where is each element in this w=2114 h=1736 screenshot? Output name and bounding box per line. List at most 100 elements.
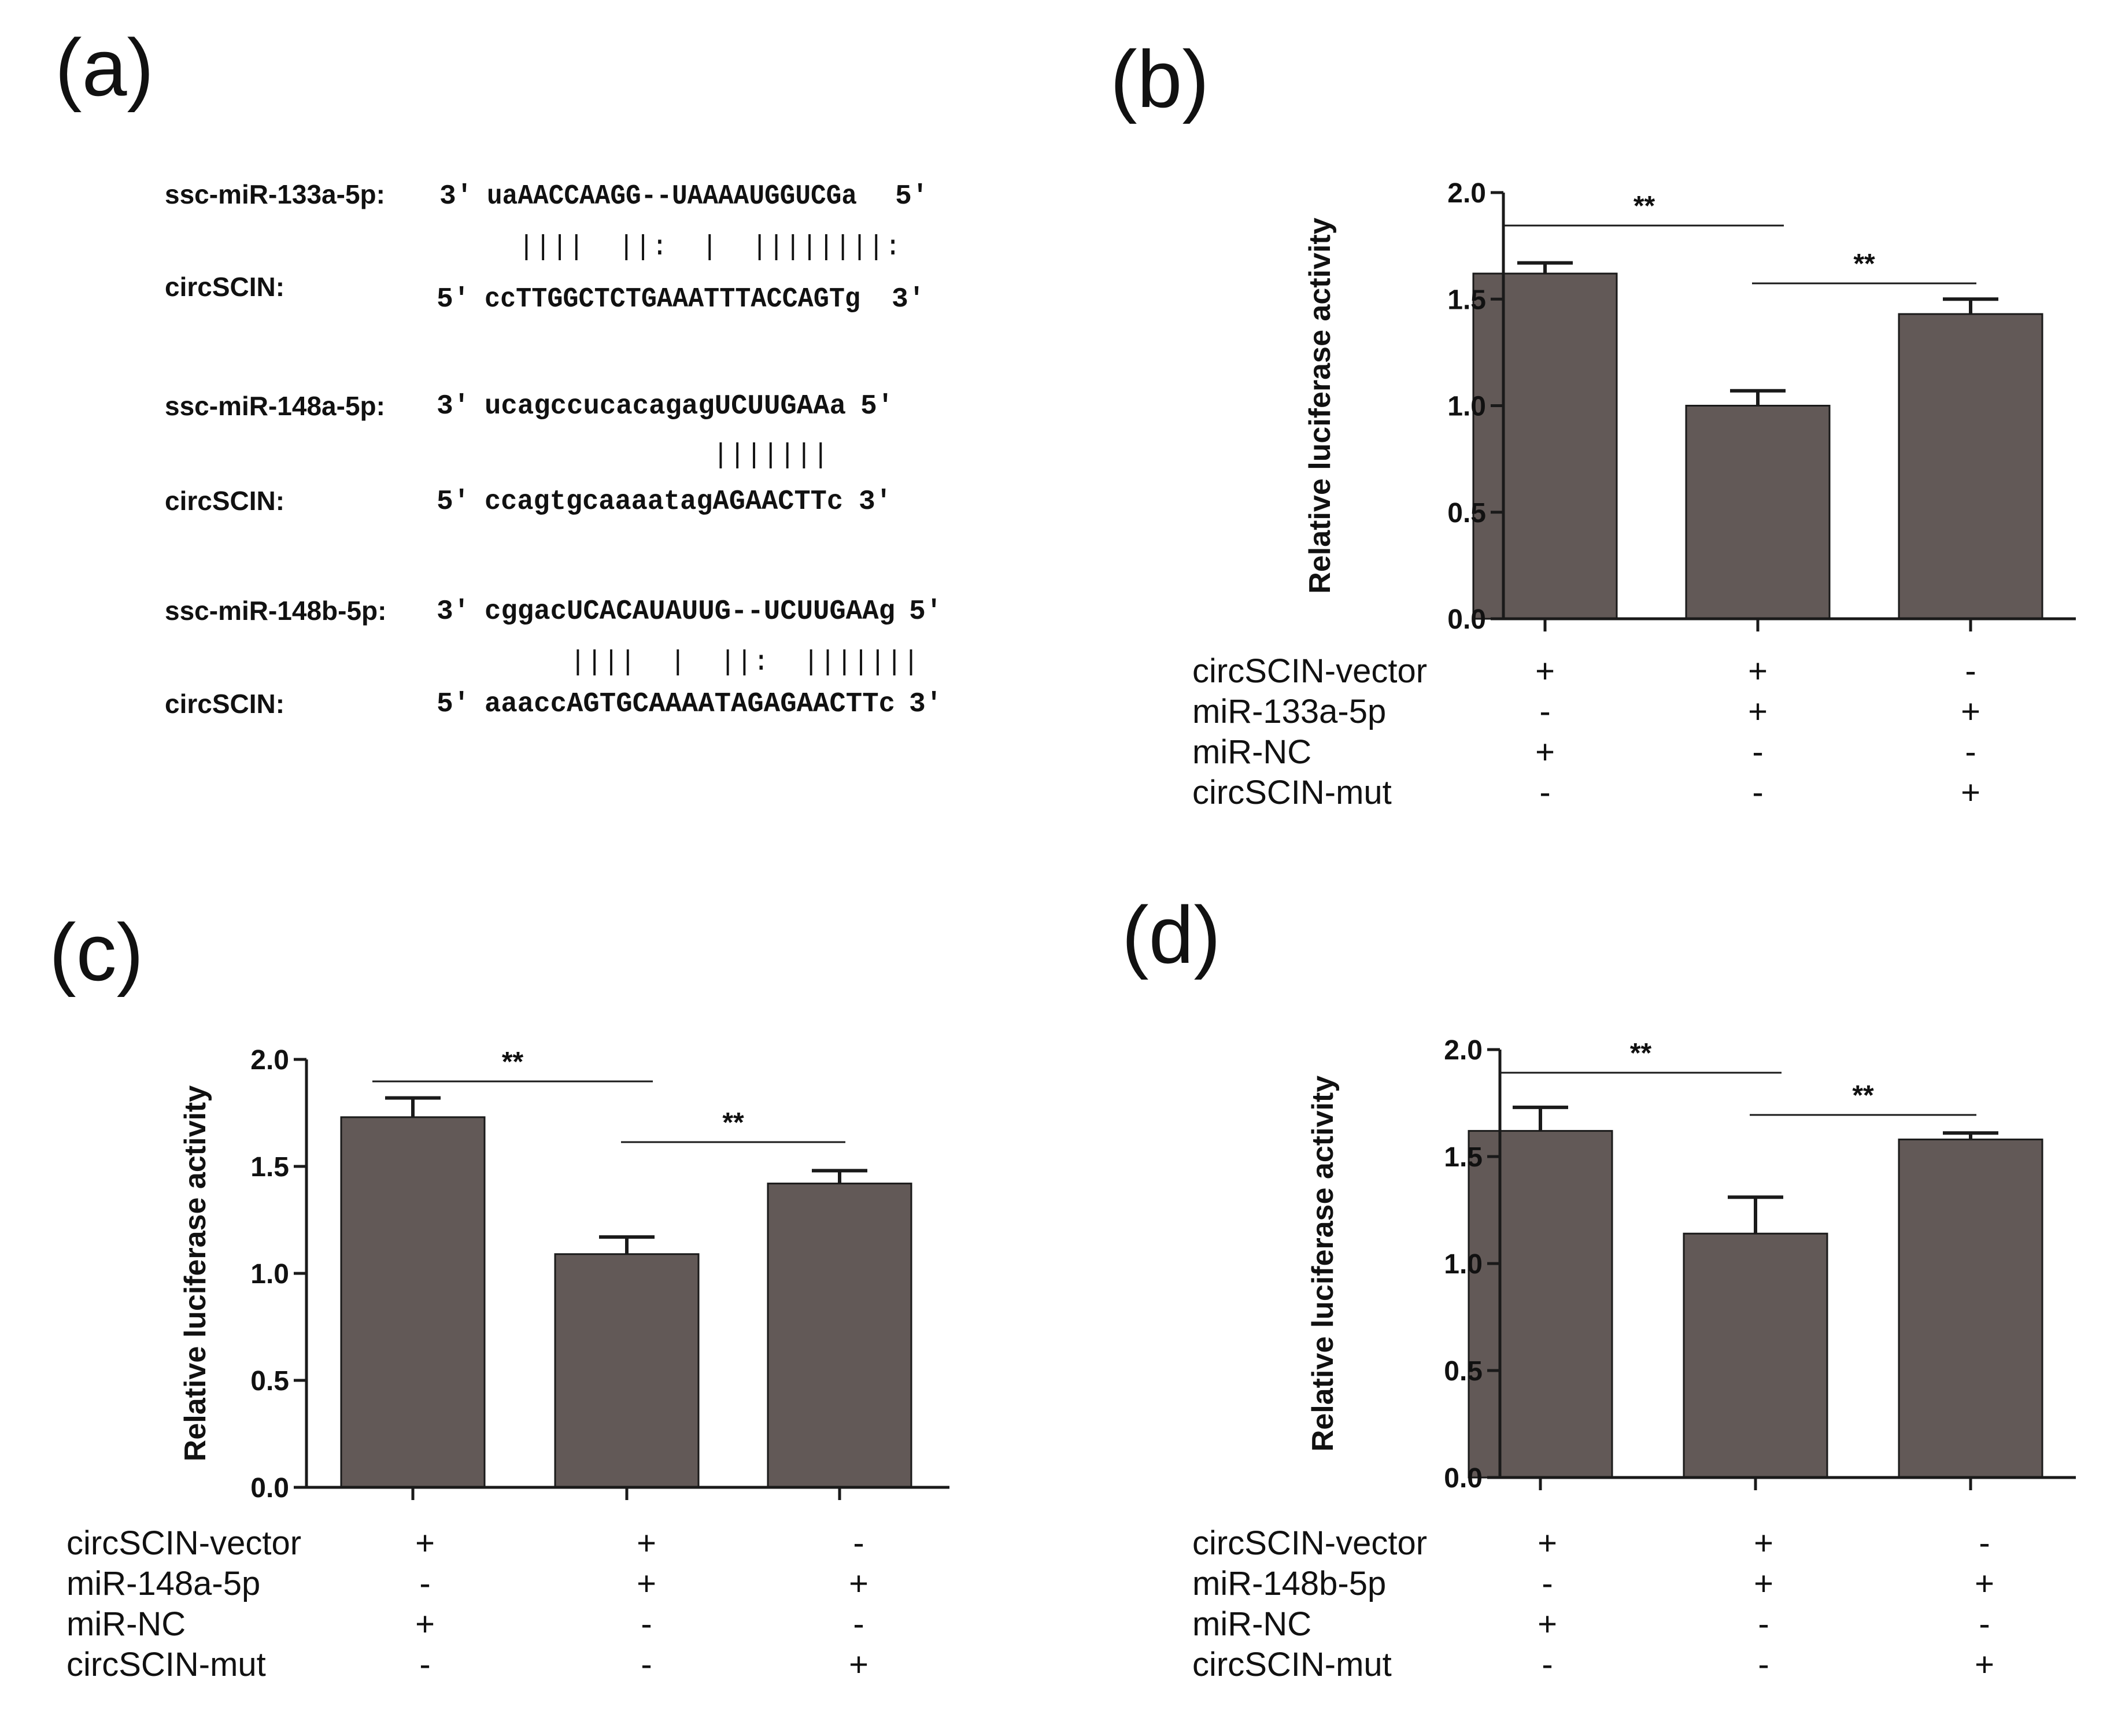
bar bbox=[1898, 313, 2043, 620]
condition-mark: + bbox=[849, 1565, 868, 1602]
significance-label: ** bbox=[1852, 1080, 1874, 1111]
condition-mark: + bbox=[1538, 1524, 1557, 1562]
condition-mark: - bbox=[1752, 733, 1763, 771]
y-tick-label: 1.5 bbox=[1447, 285, 1486, 315]
condition-mark: + bbox=[1975, 1646, 1994, 1683]
y-tick-label: 0.5 bbox=[1444, 1356, 1483, 1387]
target-suffix: 3′ bbox=[909, 689, 943, 720]
target-name: circSCIN: bbox=[165, 689, 284, 719]
target-prefix: 5′ bbox=[437, 486, 470, 518]
condition-mark: + bbox=[1961, 774, 1980, 811]
alignment-3: ssc-miR-148b-5p: 3′ cggacUCACAUAUUG--UCU… bbox=[165, 596, 943, 720]
condition-mark: + bbox=[637, 1524, 656, 1562]
condition-label: miR-NC bbox=[1192, 733, 1311, 771]
condition-mark: + bbox=[1754, 1565, 1773, 1602]
condition-mark: + bbox=[1535, 652, 1555, 690]
chart-panel-b: 0.0 0.5 1.0 1.5 2.0 Relative luciferase activ… bbox=[1192, 178, 2076, 811]
mirna-name: ssc-miR-148a-5p: bbox=[165, 391, 385, 421]
mirna-sequence: cggacUCACAUAUUG--UCUUGAAg bbox=[485, 596, 895, 627]
condition-mark: + bbox=[415, 1605, 435, 1643]
target-sequence: ccagtgcaaaatagAGAACTTc bbox=[485, 486, 843, 518]
mirna-sequence: uaAACCAAGG--UAAAAUGGUCGa bbox=[487, 181, 857, 212]
significance-label: ** bbox=[502, 1047, 524, 1077]
condition-mark: - bbox=[1979, 1605, 1990, 1643]
pairing-lines: |||| | ||: ||||||| bbox=[570, 647, 919, 678]
significance-label: ** bbox=[722, 1107, 744, 1138]
significance-label: ** bbox=[1633, 191, 1655, 221]
y-tick-label: 0.0 bbox=[1444, 1463, 1483, 1494]
condition-label: miR-NC bbox=[1192, 1605, 1311, 1643]
panel-label-a: (a) bbox=[55, 22, 154, 113]
mirna-name: ssc-miR-133a-5p: bbox=[165, 179, 385, 209]
target-sequence: ccTTGGCTCTGAAATTTACCAGTg bbox=[485, 284, 860, 315]
condition-mark: - bbox=[641, 1646, 652, 1683]
target-sequence: aaaccAGTGCAAAATAGAGAACTTc bbox=[485, 689, 895, 720]
condition-mark: + bbox=[1748, 652, 1768, 690]
condition-mark: - bbox=[1758, 1605, 1769, 1643]
panel-label-c: (c) bbox=[49, 907, 143, 998]
y-axis-label: Relative luciferase activity bbox=[179, 1085, 212, 1461]
condition-mark: - bbox=[853, 1605, 864, 1643]
y-axis-label: Relative luciferase activity bbox=[1306, 1076, 1340, 1451]
mirna-prefix: 3′ bbox=[437, 391, 470, 422]
condition-mark: + bbox=[415, 1524, 435, 1562]
mirna-name: ssc-miR-148b-5p: bbox=[165, 596, 386, 626]
y-axis-label: Relative luciferase activity bbox=[1303, 217, 1337, 593]
condition-label: miR-148a-5p bbox=[66, 1565, 260, 1602]
y-tick-label: 2.0 bbox=[1447, 178, 1486, 209]
y-tick-label: 1.0 bbox=[1444, 1249, 1483, 1280]
condition-mark: + bbox=[1754, 1524, 1773, 1562]
mirna-suffix: 5′ bbox=[895, 181, 929, 212]
target-suffix: 3′ bbox=[892, 284, 925, 315]
bar bbox=[767, 1183, 912, 1488]
bar bbox=[1898, 1138, 2043, 1479]
condition-mark: + bbox=[1975, 1565, 1994, 1602]
condition-mark: - bbox=[1965, 733, 1976, 771]
bar bbox=[1472, 272, 1618, 620]
y-tick-label: 2.0 bbox=[250, 1045, 289, 1076]
condition-label: miR-148b-5p bbox=[1192, 1565, 1386, 1602]
mirna-suffix: 5′ bbox=[909, 596, 943, 627]
y-tick-label: 0.5 bbox=[1447, 498, 1486, 529]
condition-mark: - bbox=[1758, 1646, 1769, 1683]
condition-mark: - bbox=[1542, 1565, 1553, 1602]
y-tick-label: 0.5 bbox=[250, 1366, 289, 1397]
condition-label: circSCIN-mut bbox=[1192, 774, 1392, 811]
significance-label: ** bbox=[1853, 249, 1875, 279]
condition-mark: + bbox=[1535, 733, 1555, 771]
target-name: circSCIN: bbox=[165, 486, 284, 516]
condition-mark: - bbox=[1539, 774, 1550, 811]
condition-mark: - bbox=[641, 1605, 652, 1643]
condition-label: circSCIN-mut bbox=[1192, 1646, 1392, 1683]
y-tick-label: 1.5 bbox=[250, 1152, 289, 1183]
y-tick-label: 2.0 bbox=[1444, 1035, 1483, 1066]
condition-mark: - bbox=[1539, 693, 1550, 730]
condition-mark: - bbox=[1542, 1646, 1553, 1683]
y-tick-label: 1.0 bbox=[250, 1259, 289, 1290]
bar bbox=[340, 1116, 486, 1488]
mirna-prefix: 3′ bbox=[439, 181, 473, 212]
significance-label: ** bbox=[1630, 1038, 1652, 1069]
condition-mark: + bbox=[637, 1565, 656, 1602]
y-tick-label: 0.0 bbox=[1447, 604, 1486, 635]
panel-label-b: (b) bbox=[1110, 34, 1209, 124]
condition-mark: - bbox=[419, 1565, 430, 1602]
y-tick-label: 0.0 bbox=[250, 1473, 289, 1504]
condition-label: circSCIN-vector bbox=[66, 1524, 301, 1562]
alignment-panel: ssc-miR-133a-5p: 3′ uaAACCAAGG--UAAAAUGG… bbox=[165, 179, 943, 720]
y-tick-label: 1.0 bbox=[1447, 391, 1486, 422]
pairing-lines: ||||||| bbox=[712, 440, 829, 471]
chart-panel-c: 0.0 0.5 1.0 1.5 2.0 Relative luciferase activ… bbox=[66, 1045, 949, 1683]
pairing-lines: |||| ||: | ||||||||: bbox=[518, 232, 901, 263]
condition-mark: - bbox=[419, 1646, 430, 1683]
mirna-sequence: ucagccucacagagUCUUGAAa bbox=[485, 391, 846, 422]
panel-label-d: (d) bbox=[1122, 889, 1221, 980]
target-prefix: 5′ bbox=[437, 689, 470, 720]
condition-label: miR-NC bbox=[66, 1605, 186, 1643]
target-prefix: 5′ bbox=[437, 284, 470, 315]
alignment-1: ssc-miR-133a-5p: 3′ uaAACCAAGG--UAAAAUGG… bbox=[165, 179, 929, 315]
condition-mark: + bbox=[1961, 693, 1980, 730]
condition-label: circSCIN-vector bbox=[1192, 652, 1427, 690]
condition-mark: + bbox=[849, 1646, 868, 1683]
